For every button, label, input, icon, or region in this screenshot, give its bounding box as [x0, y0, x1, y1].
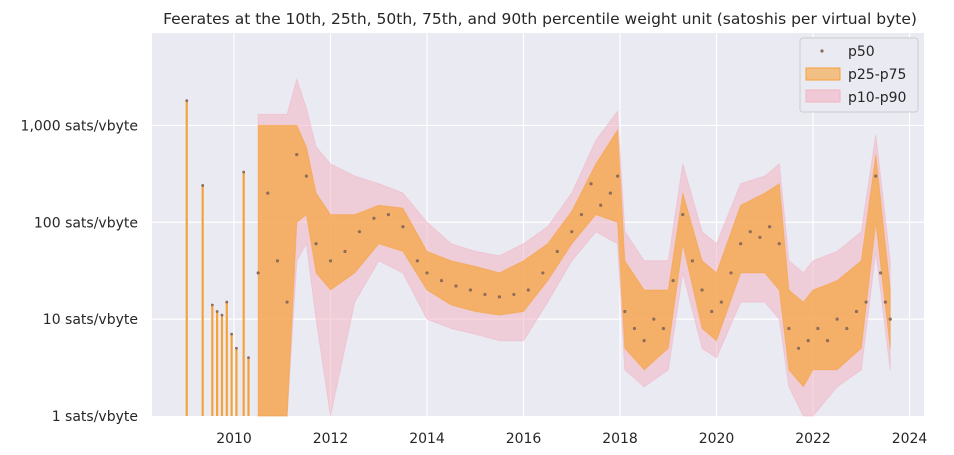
legend-marker-p50: [820, 49, 824, 53]
p50-point: [541, 271, 545, 275]
p50-point: [623, 309, 627, 314]
p50-point: [256, 271, 260, 275]
x-tick-label: 2020: [699, 431, 735, 447]
spike-point: [242, 170, 246, 174]
legend-swatch-p10-p90: [805, 89, 841, 103]
p50-point: [497, 295, 501, 299]
x-tick-label: 2022: [795, 431, 831, 447]
p50-point: [439, 278, 444, 283]
x-tick-label: 2016: [506, 431, 542, 447]
p25-p75-band: [257, 124, 891, 417]
p50-point: [690, 259, 695, 263]
p50-point: [825, 339, 830, 343]
chart-title: Feerates at the 10th, 25th, 50th, 75th, …: [163, 10, 917, 28]
p50-point: [266, 191, 270, 195]
spike-point: [215, 310, 219, 313]
p50-point: [681, 213, 685, 217]
x-tick-label: 2018: [602, 431, 638, 447]
p50-point: [579, 213, 584, 217]
p50-point: [589, 182, 593, 186]
p50-point: [314, 242, 318, 246]
p10-p90-area: [257, 77, 891, 417]
p50-point: [632, 326, 637, 331]
legend: p50 p25-p75 p10-p90: [799, 37, 919, 113]
p50-point: [777, 242, 781, 246]
p50-point: [401, 225, 405, 229]
p50-point: [854, 309, 859, 314]
y-tick-label: 10 sats/vbyte: [43, 312, 138, 328]
p50-point: [661, 326, 666, 331]
spike-point: [235, 346, 238, 350]
p50-point: [864, 300, 868, 304]
spike-point: [220, 313, 224, 317]
y-axis: 1,000 sats/vbyte 100 sats/vbyte 10 sats/vb…: [21, 118, 138, 425]
p50-point: [758, 235, 762, 239]
p50-point: [806, 339, 810, 343]
p50-point: [295, 152, 299, 157]
p50-point: [710, 309, 714, 314]
p50-point: [483, 292, 487, 297]
p50-point: [468, 288, 473, 292]
p50-point: [555, 249, 559, 254]
p50-point: [719, 300, 723, 304]
p10-p90-band: [257, 77, 891, 417]
p50-point: [671, 278, 675, 283]
x-tick-label: 2010: [216, 431, 252, 447]
p50-point: [285, 300, 289, 304]
spike-point: [210, 303, 214, 307]
p50-point: [878, 271, 883, 275]
p25-p75-area: [257, 124, 891, 417]
legend-label-p10-p90: p10-p90: [848, 90, 906, 106]
p50-point: [845, 326, 849, 331]
p50-point: [888, 317, 892, 321]
p50-point: [874, 174, 878, 178]
early-spikes: [185, 99, 250, 416]
y-tick-label: 100 sats/vbyte: [34, 215, 138, 231]
p50-point: [425, 271, 429, 275]
spike-point: [230, 332, 234, 336]
y-tick-label: 1 sats/vbyte: [52, 409, 138, 425]
p50-point: [883, 300, 888, 304]
p50-point: [599, 203, 603, 207]
x-tick-label: 2012: [313, 431, 349, 447]
p50-point: [386, 213, 391, 217]
p50-point: [275, 259, 280, 263]
p50-point: [729, 271, 733, 275]
x-axis: 2010 2012 2014 2016 2018 2020 2022 2024: [216, 431, 927, 447]
x-tick-label: 2024: [892, 431, 928, 447]
legend-swatch-p25-p75: [805, 67, 841, 81]
spike-point: [247, 356, 250, 360]
p50-point: [526, 288, 530, 292]
p50-point: [616, 174, 620, 178]
p50-point: [787, 326, 791, 331]
p50-point: [415, 259, 419, 263]
p50-point: [796, 346, 801, 350]
p50-point: [748, 230, 752, 234]
p50-point: [512, 292, 516, 297]
p50-point: [304, 174, 308, 178]
p50-point: [570, 230, 574, 234]
p50-point: [768, 225, 772, 229]
p50-point: [328, 259, 333, 263]
spike-point: [185, 99, 189, 103]
p50-point: [454, 284, 458, 288]
p50-point: [835, 317, 839, 321]
y-tick-label: 1,000 sats/vbyte: [21, 118, 138, 134]
p50-point: [357, 230, 362, 234]
x-tick-label: 2014: [409, 431, 445, 447]
p50-point: [652, 317, 656, 321]
p50-point: [700, 288, 704, 292]
legend-label-p50: p50: [848, 44, 875, 60]
p50-point: [642, 339, 646, 343]
legend-label-p25-p75: p25-p75: [848, 67, 906, 83]
p50-point: [372, 216, 376, 220]
p50-points: [256, 152, 892, 350]
p50-point: [608, 191, 612, 195]
p50-point: [343, 249, 347, 254]
spike-point: [201, 184, 205, 187]
p50-point: [816, 326, 820, 331]
p50-point: [739, 242, 743, 246]
spike-point: [225, 300, 229, 304]
